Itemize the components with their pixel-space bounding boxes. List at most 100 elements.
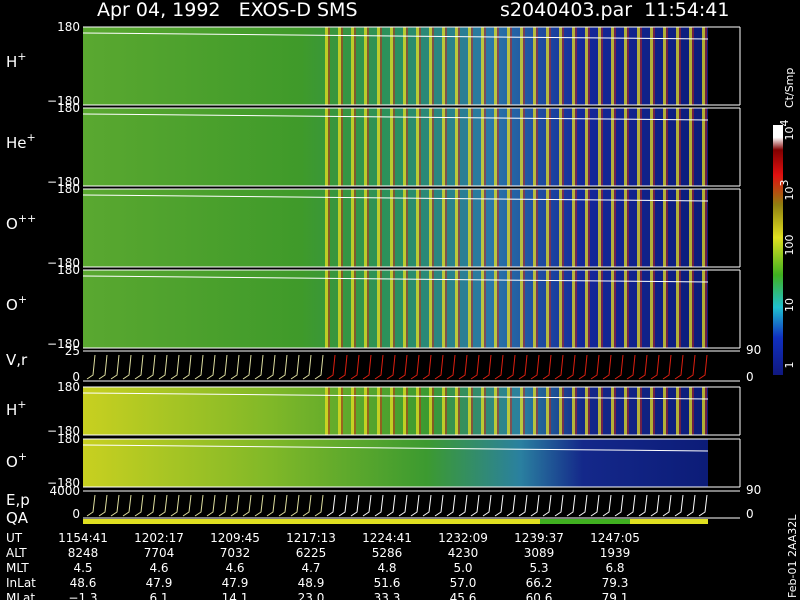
glyph: [674, 494, 684, 517]
base: 10: [783, 127, 796, 141]
qa-label: QA: [6, 509, 29, 527]
glyph: [422, 354, 432, 380]
spectrogram: [83, 439, 708, 487]
glyph: [638, 354, 648, 380]
glyph: [542, 354, 552, 380]
cell: 4.8: [377, 561, 396, 575]
exp: 3: [778, 180, 791, 187]
glyph: [314, 494, 324, 517]
glyph: [278, 494, 288, 517]
charge: +: [27, 131, 36, 144]
glyph: [410, 494, 420, 517]
glyph: [362, 494, 372, 517]
glyph: [530, 354, 540, 380]
y-top: 25: [65, 344, 80, 358]
glyph: [218, 494, 228, 517]
cell: 51.6: [374, 576, 401, 590]
glyph: [314, 354, 324, 380]
glyph: [290, 494, 300, 517]
y-top: 180: [57, 101, 80, 115]
glyph: [194, 354, 204, 380]
glyph: [590, 354, 600, 380]
glyph: [230, 354, 240, 380]
exp: 4: [778, 120, 791, 127]
cell: 5.3: [529, 561, 548, 575]
glyph: [350, 354, 360, 380]
row-label: UT: [6, 531, 23, 545]
glyph: [86, 354, 96, 380]
trace: [82, 194, 709, 202]
cell: 3089: [524, 546, 555, 560]
y-top: 180: [57, 20, 80, 34]
charge: +: [17, 50, 26, 63]
glyph: [374, 354, 384, 380]
row-label: MLat: [6, 591, 35, 600]
glyph: [530, 494, 540, 517]
label: E,p: [6, 491, 30, 509]
cell: 4.5: [73, 561, 92, 575]
colorbar-label: 1: [783, 362, 796, 369]
cell: 6.8: [605, 561, 624, 575]
cell: 7704: [144, 546, 175, 560]
spectrogram-stripes: [320, 387, 708, 435]
glyph: [386, 494, 396, 517]
glyph: [650, 494, 660, 517]
cell: 47.9: [222, 576, 249, 590]
glyph: [386, 354, 396, 380]
cell: 5286: [372, 546, 403, 560]
glyph: [122, 354, 132, 380]
glyph: [338, 494, 348, 517]
y-bottom: −180: [47, 94, 80, 108]
y-top: 180: [57, 182, 80, 196]
glyph: [410, 354, 420, 380]
panel-label: He+: [6, 131, 36, 152]
glyph: [194, 494, 204, 517]
y-bottom: −180: [47, 256, 80, 270]
species: H: [6, 53, 17, 71]
species: O: [6, 215, 18, 233]
glyph: [482, 494, 492, 517]
glyph: [422, 494, 432, 517]
glyph: [254, 494, 264, 517]
glyph: [674, 354, 684, 380]
cell: 4.6: [225, 561, 244, 575]
right-bottom: 0: [746, 507, 754, 521]
panel-label: O++: [6, 212, 36, 233]
glyph: [98, 354, 108, 380]
colorbar: [773, 125, 783, 375]
cell: 60.6: [526, 591, 553, 600]
glyph: [494, 494, 504, 517]
cell: 1239:37: [514, 531, 564, 545]
glyph: [374, 494, 384, 517]
glyph: [686, 354, 696, 380]
glyph: [686, 494, 696, 517]
trace: [82, 113, 709, 121]
glyph: [86, 494, 96, 517]
glyph: [158, 494, 168, 517]
glyph: [482, 354, 492, 380]
colorbar-label: 10: [783, 298, 796, 312]
glyph: [506, 354, 516, 380]
spectrogram-stripes: [320, 270, 708, 348]
glyph: [350, 494, 360, 517]
glyph: [578, 494, 588, 517]
cell: 33.3: [374, 591, 401, 600]
glyph: [290, 354, 300, 380]
cell: 8248: [68, 546, 99, 560]
cell: 1232:09: [438, 531, 488, 545]
glyph: [122, 494, 132, 517]
glyph: [626, 354, 636, 380]
cell: −1.3: [68, 591, 97, 600]
colorbar-label: 104: [778, 120, 796, 141]
base: 100: [783, 235, 796, 256]
glyph: [638, 494, 648, 517]
cell: 47.9: [146, 576, 173, 590]
glyph: [302, 494, 312, 517]
glyph: [146, 354, 156, 380]
species: H: [6, 401, 17, 419]
glyph: [230, 494, 240, 517]
base: 10: [783, 187, 796, 201]
cell: 23.0: [298, 591, 325, 600]
glyph: [626, 494, 636, 517]
